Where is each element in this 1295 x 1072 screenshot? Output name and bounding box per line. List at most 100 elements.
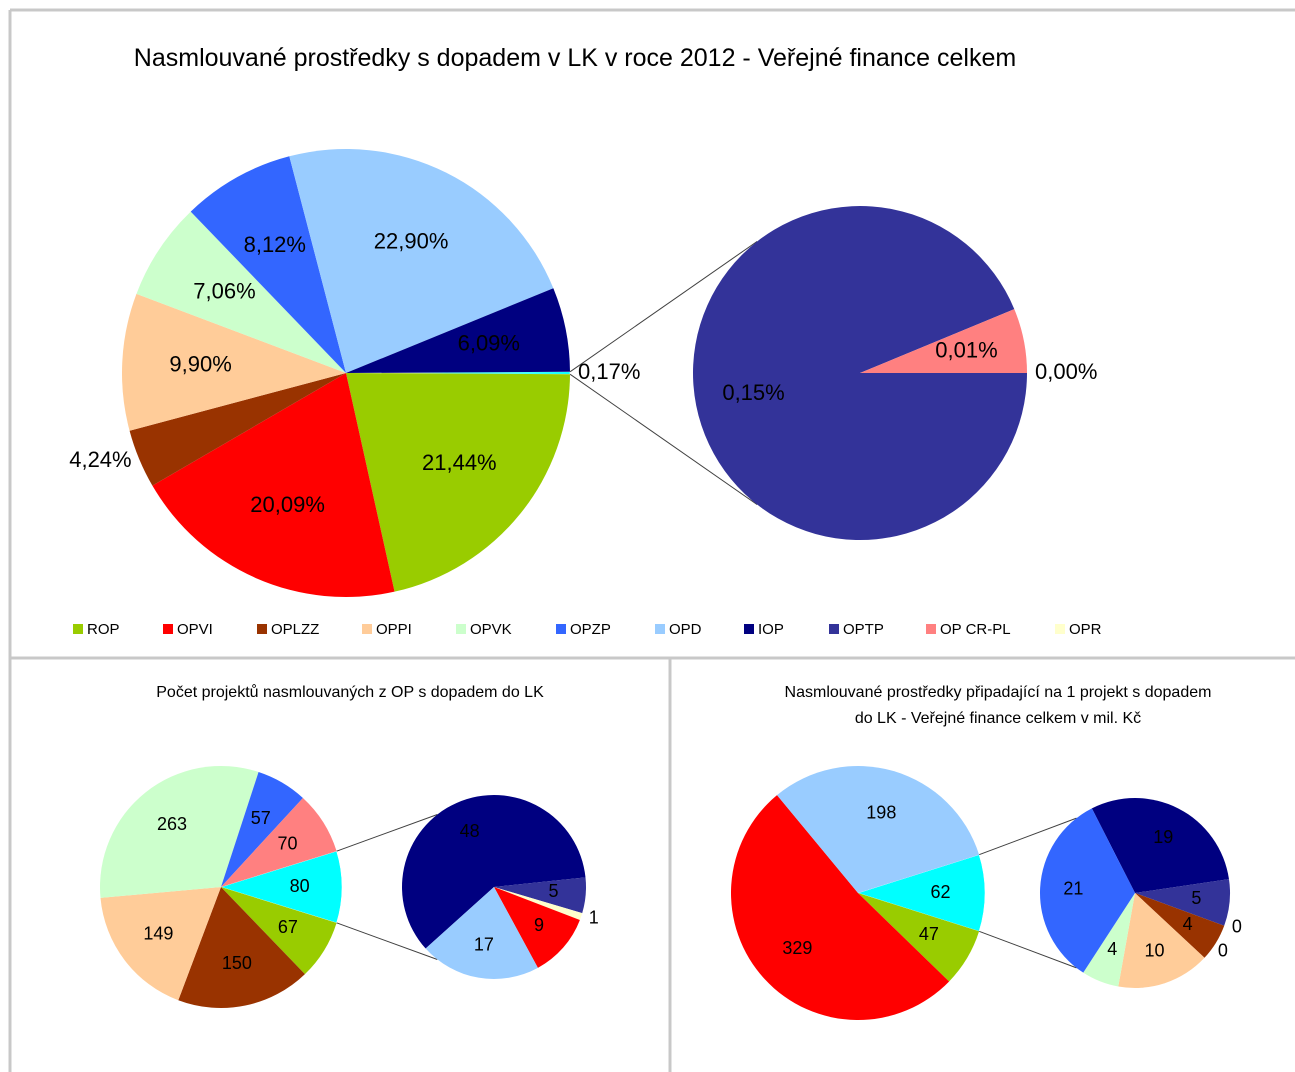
data-label: 1	[589, 907, 599, 927]
legend-label: ROP	[87, 621, 120, 638]
legend-swatch	[926, 624, 936, 634]
pie-slice	[730, 795, 950, 1021]
data-label: 263	[157, 814, 187, 834]
legend-label: OPVK	[470, 621, 512, 638]
data-label: 0,01%	[935, 338, 997, 363]
pie-slice	[221, 797, 337, 887]
pie-slice	[100, 887, 221, 1001]
pie-slice	[345, 371, 571, 375]
pie-slice	[100, 765, 259, 898]
legend-swatch	[257, 624, 267, 634]
data-label: 9	[534, 915, 544, 935]
data-label: 4	[1183, 914, 1193, 934]
data-label: 5	[1191, 888, 1201, 908]
legend-label: OPTP	[843, 621, 884, 638]
pie-slice	[221, 887, 337, 975]
pie-slice	[1135, 893, 1225, 958]
pie-slice	[777, 766, 980, 893]
data-label: 0,15%	[722, 380, 784, 405]
legend-label: OP CR-PL	[940, 621, 1011, 638]
connector-line	[569, 240, 758, 373]
data-label: 0,00%	[1035, 359, 1097, 384]
pie-slice	[494, 887, 583, 920]
legend-swatch	[1055, 624, 1065, 634]
pie-slice	[494, 887, 580, 968]
legend-swatch	[456, 624, 466, 634]
pie-slice	[178, 887, 305, 1008]
data-label: 10	[1145, 940, 1165, 960]
connector-line	[336, 814, 438, 852]
pie-slice	[121, 293, 346, 431]
pie-slice	[1118, 893, 1205, 988]
pie-slice	[152, 373, 395, 597]
data-label: 22,90%	[374, 229, 449, 254]
legend-swatch	[655, 624, 665, 634]
legend-label: OPD	[669, 621, 702, 638]
data-label: 21	[1063, 879, 1083, 899]
legend-swatch	[829, 624, 839, 634]
legend-label: OPR	[1069, 621, 1102, 638]
pie-slice	[402, 795, 586, 949]
legend-label: IOP	[758, 621, 784, 638]
legend-swatch	[362, 624, 372, 634]
legend-label: OPPI	[376, 621, 412, 638]
pie-slice	[860, 309, 1027, 373]
legend-label: OPLZZ	[271, 621, 319, 638]
pie-slice	[190, 156, 346, 373]
chart-title: Nasmlouvané prostředky s dopadem v LK v …	[133, 44, 1017, 72]
legend-label: OPVI	[177, 621, 213, 638]
data-label: 149	[143, 923, 173, 943]
data-label: 8,12%	[244, 232, 306, 257]
data-label: 70	[277, 834, 297, 854]
pie-slice	[425, 887, 538, 979]
data-label: 20,09%	[250, 492, 325, 517]
pie-slice	[220, 850, 343, 924]
legend-swatch	[163, 624, 173, 634]
data-label: 47	[919, 924, 939, 944]
chart-title: Nasmlouvané prostředky připadající na 1 …	[784, 684, 1212, 727]
legend-swatch	[556, 624, 566, 634]
data-label: 17	[474, 935, 494, 955]
data-label: 62	[931, 882, 951, 902]
pie-slice	[857, 854, 986, 932]
pie-slice	[289, 149, 554, 373]
connector-line	[978, 817, 1077, 856]
data-label: 198	[866, 803, 896, 823]
pie-slice	[1135, 879, 1231, 926]
data-label: 0	[1218, 941, 1228, 961]
data-label: 329	[782, 938, 812, 958]
pie-slice	[858, 893, 980, 982]
legend-swatch	[744, 624, 754, 634]
pie-slice	[346, 288, 570, 373]
data-label: 19	[1153, 827, 1173, 847]
pie-slice	[1040, 808, 1135, 973]
data-label: 21,44%	[422, 450, 497, 475]
data-label: 48	[460, 821, 480, 841]
data-label: 4,24%	[69, 447, 131, 472]
data-label: 9,90%	[169, 351, 231, 376]
data-label: 6,09%	[458, 330, 520, 355]
data-label: 150	[222, 953, 252, 973]
data-label: 7,06%	[193, 279, 255, 304]
data-label: 80	[290, 876, 310, 896]
pie-slice	[136, 211, 346, 373]
legend-label: OPZP	[570, 621, 611, 638]
pie-slice	[221, 771, 303, 887]
pie-slice	[494, 877, 586, 914]
legend-swatch	[73, 624, 83, 634]
pie-slice	[1083, 893, 1135, 987]
data-label: 57	[251, 808, 271, 828]
data-label: 4	[1107, 939, 1117, 959]
data-label: 67	[278, 917, 298, 937]
connector-line	[978, 930, 1077, 969]
data-label: 0,17%	[578, 359, 640, 384]
connector-line	[569, 373, 758, 506]
pie-slice	[346, 373, 570, 592]
connector-line	[336, 922, 438, 960]
pie-slice	[1091, 797, 1229, 893]
chart-title: Počet projektů nasmlouvaných z OP s dopa…	[156, 684, 544, 701]
pie-slice	[129, 373, 346, 486]
data-label: 5	[549, 881, 559, 901]
